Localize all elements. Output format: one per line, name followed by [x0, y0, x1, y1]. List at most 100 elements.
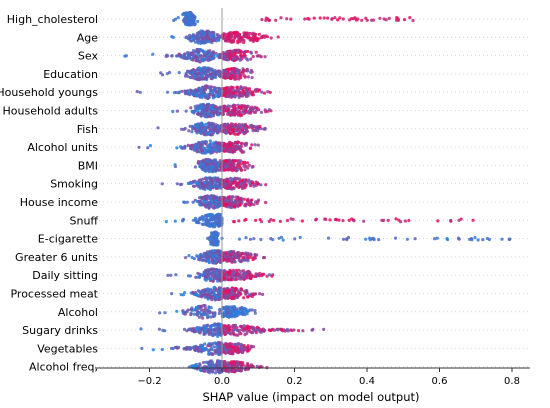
- data-point: [242, 91, 246, 95]
- data-point: [230, 200, 234, 204]
- data-point: [255, 108, 259, 112]
- data-point: [200, 295, 204, 299]
- data-point: [259, 55, 263, 59]
- data-point: [227, 110, 231, 114]
- data-point: [193, 308, 197, 312]
- data-point: [236, 113, 240, 117]
- data-point: [207, 292, 211, 296]
- data-point: [397, 218, 401, 222]
- data-point: [203, 201, 207, 205]
- data-point: [370, 237, 374, 241]
- data-point: [238, 324, 243, 328]
- data-point: [244, 236, 248, 240]
- data-point: [203, 41, 207, 45]
- data-point: [164, 220, 168, 224]
- data-point: [228, 268, 232, 272]
- feature-points: [206, 230, 512, 247]
- data-point: [256, 143, 260, 147]
- data-point: [190, 255, 194, 260]
- data-point: [247, 163, 251, 167]
- data-point: [196, 50, 201, 54]
- data-point: [234, 128, 238, 132]
- data-point: [207, 254, 211, 258]
- data-point: [221, 141, 225, 145]
- data-point: [281, 238, 285, 242]
- data-point: [204, 75, 208, 79]
- data-point: [242, 31, 246, 35]
- data-point: [487, 237, 491, 242]
- data-point: [235, 68, 239, 72]
- data-point: [212, 37, 216, 41]
- data-point: [225, 130, 229, 134]
- data-point: [221, 104, 226, 108]
- data-point: [243, 55, 247, 59]
- data-point: [165, 72, 169, 76]
- data-point: [195, 326, 199, 330]
- data-point: [209, 198, 213, 203]
- data-point: [223, 123, 227, 127]
- data-point: [184, 72, 188, 76]
- data-point: [209, 272, 214, 276]
- data-point: [193, 40, 198, 44]
- data-point: [227, 68, 231, 72]
- data-point: [246, 166, 250, 170]
- data-point: [230, 195, 234, 199]
- data-point: [326, 236, 331, 240]
- data-point: [249, 202, 253, 206]
- data-point: [217, 250, 221, 254]
- data-point: [224, 289, 228, 293]
- data-point: [250, 143, 254, 147]
- data-point: [206, 220, 210, 224]
- data-point: [244, 217, 248, 222]
- data-point: [242, 324, 246, 328]
- data-point: [246, 295, 250, 299]
- data-point: [244, 309, 248, 313]
- data-point: [232, 220, 236, 224]
- data-point: [507, 237, 511, 242]
- data-point: [204, 149, 208, 153]
- data-point: [380, 218, 384, 222]
- data-point: [207, 132, 211, 136]
- data-point: [187, 254, 191, 258]
- data-point: [333, 16, 337, 20]
- data-point: [233, 132, 237, 136]
- data-point: [240, 252, 244, 256]
- data-point: [170, 292, 174, 296]
- data-point: [206, 236, 210, 240]
- data-point: [244, 271, 248, 276]
- data-point: [208, 214, 212, 218]
- data-point: [195, 108, 199, 113]
- data-point: [206, 181, 210, 185]
- data-point: [237, 33, 241, 37]
- data-point: [197, 66, 201, 70]
- data-point: [229, 67, 234, 71]
- data-point: [206, 68, 210, 72]
- data-point: [481, 238, 485, 242]
- data-point: [238, 328, 242, 332]
- data-point: [213, 312, 217, 317]
- data-point: [228, 253, 232, 257]
- data-point: [230, 71, 234, 75]
- data-point: [254, 218, 258, 222]
- data-point: [258, 271, 262, 275]
- data-point: [403, 219, 407, 223]
- data-point: [185, 310, 189, 314]
- data-point: [301, 329, 305, 333]
- data-point: [204, 214, 208, 218]
- data-point: [395, 16, 399, 20]
- data-point: [218, 111, 222, 116]
- data-point: [239, 159, 243, 163]
- data-point: [371, 18, 376, 22]
- data-point: [239, 182, 243, 186]
- data-point: [174, 273, 178, 277]
- data-point: [199, 163, 203, 167]
- data-point: [237, 185, 241, 190]
- data-point: [239, 287, 244, 291]
- data-point: [228, 53, 232, 57]
- data-point: [206, 93, 210, 97]
- data-point: [322, 16, 326, 20]
- data-point: [211, 56, 215, 60]
- data-point: [207, 33, 212, 38]
- data-point: [242, 53, 246, 57]
- data-point: [160, 182, 164, 186]
